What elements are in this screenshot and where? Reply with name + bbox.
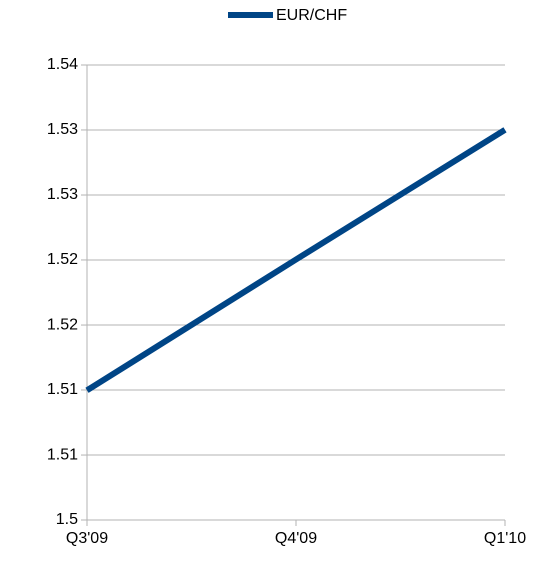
y-tick-label: 1.53 [47,186,78,203]
x-tick-label: Q1'10 [484,530,526,547]
y-tick-label: 1.5 [56,511,78,528]
y-tick-label: 1.52 [47,251,78,268]
x-tick-label: Q4'09 [275,530,317,547]
y-tick-label: 1.51 [47,381,78,398]
y-tick-label: 1.53 [47,121,78,138]
x-tick-label: Q3'09 [66,530,108,547]
y-tick-label: 1.52 [47,316,78,333]
y-tick-label: 1.54 [47,56,78,73]
legend-label: EUR/CHF [276,7,347,24]
y-tick-label: 1.51 [47,446,78,463]
line-series [85,127,507,393]
